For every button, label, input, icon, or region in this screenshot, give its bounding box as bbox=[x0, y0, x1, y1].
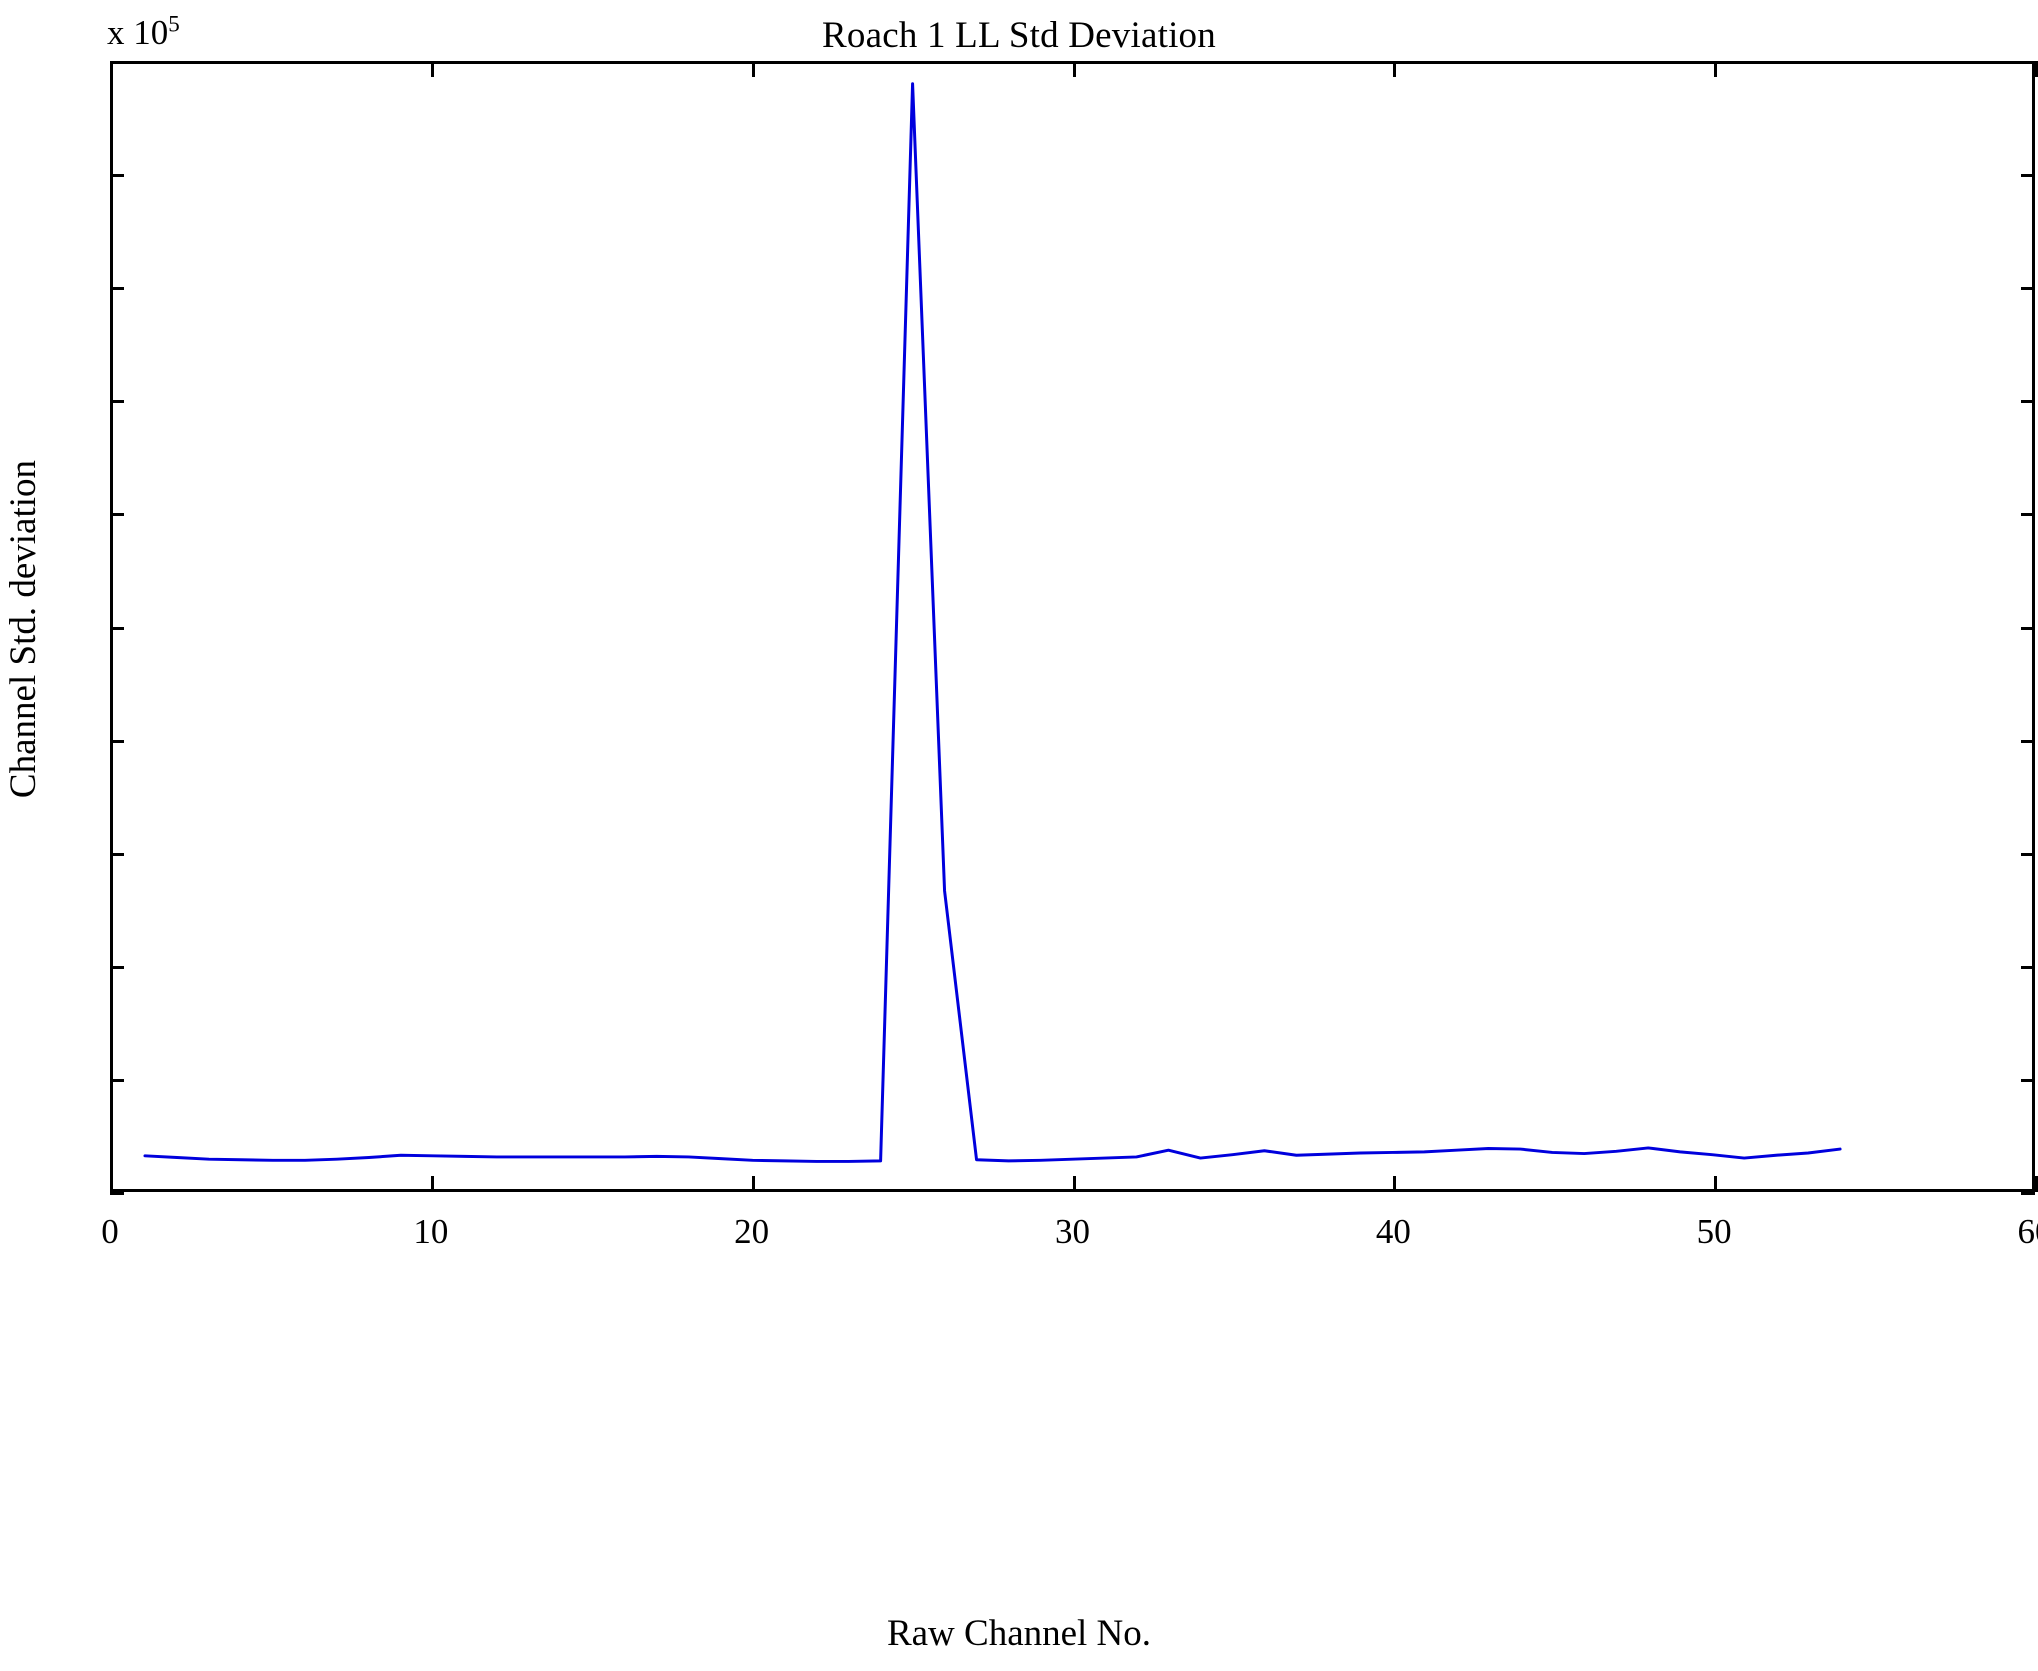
x-axis-tick-mark-top bbox=[1072, 61, 1076, 77]
y-axis-exponent-power: 5 bbox=[168, 11, 180, 37]
y-axis-label: Channel Std. deviation bbox=[3, 459, 44, 799]
y-axis-tick-mark-right bbox=[2021, 1078, 2035, 1082]
x-axis-tick-mark-top bbox=[751, 61, 755, 77]
y-axis-tick-mark bbox=[110, 1192, 124, 1195]
x-axis-tick-mark-top bbox=[2035, 61, 2038, 77]
y-axis-tick-mark bbox=[110, 174, 124, 178]
plot-area bbox=[110, 61, 2035, 1192]
x-axis-tick-mark-top bbox=[430, 61, 434, 77]
x-axis-tick-label: 30 bbox=[1055, 1212, 1090, 1251]
x-axis-tick-label: 10 bbox=[413, 1212, 449, 1251]
y-axis-tick-mark bbox=[110, 1078, 124, 1082]
x-axis-tick-mark bbox=[751, 1176, 755, 1192]
y-axis-tick-mark bbox=[110, 739, 124, 743]
y-axis-exponent-multiplier: x 105 bbox=[107, 11, 180, 52]
data-series-line bbox=[143, 82, 1842, 1163]
y-axis-tick-mark bbox=[110, 287, 124, 291]
data-line-svg bbox=[143, 82, 1842, 1163]
y-axis-tick-mark bbox=[110, 852, 124, 856]
y-axis-tick-mark-right bbox=[2021, 174, 2035, 178]
x-axis-tick-label: 0 bbox=[101, 1212, 119, 1251]
x-axis-tick-mark bbox=[1393, 1176, 1397, 1192]
x-axis-label: Raw Channel No. bbox=[886, 1613, 1152, 1654]
chart-title: Roach 1 LL Std Deviation bbox=[822, 15, 1216, 56]
y-axis-tick-mark-right bbox=[2021, 400, 2035, 404]
y-axis-tick-mark-right bbox=[2021, 1192, 2035, 1195]
y-axis-exponent-mantissa: x 10 bbox=[107, 13, 169, 52]
x-axis-tick-mark bbox=[1714, 1176, 1718, 1192]
y-axis-tick-mark-right bbox=[2021, 965, 2035, 969]
x-axis-tick-label: 40 bbox=[1375, 1212, 1411, 1251]
y-axis-tick-mark-right bbox=[2021, 287, 2035, 291]
y-axis-tick-mark bbox=[110, 61, 124, 64]
x-axis-tick-mark-top bbox=[1393, 61, 1397, 77]
y-axis-tick-mark bbox=[110, 626, 124, 630]
x-axis-tick-mark-top bbox=[1714, 61, 1718, 77]
x-axis-tick-label: 60 bbox=[2017, 1212, 2038, 1251]
y-axis-tick-mark bbox=[110, 400, 124, 404]
y-axis-tick-mark-right bbox=[2021, 626, 2035, 630]
x-axis-tick-mark bbox=[2035, 1176, 2038, 1192]
y-axis-tick-mark-right bbox=[2021, 852, 2035, 856]
y-axis-tick-mark bbox=[110, 965, 124, 969]
y-axis-tick-mark-right bbox=[2021, 513, 2035, 517]
y-axis-tick-mark-right bbox=[2021, 739, 2035, 743]
x-axis-tick-label: 20 bbox=[734, 1212, 770, 1251]
x-axis-tick-mark bbox=[1072, 1176, 1076, 1192]
y-axis-tick-mark-right bbox=[2021, 61, 2035, 64]
x-axis-tick-mark bbox=[430, 1176, 434, 1192]
y-axis-tick-mark bbox=[110, 513, 124, 517]
x-axis-tick-label: 50 bbox=[1696, 1212, 1732, 1251]
